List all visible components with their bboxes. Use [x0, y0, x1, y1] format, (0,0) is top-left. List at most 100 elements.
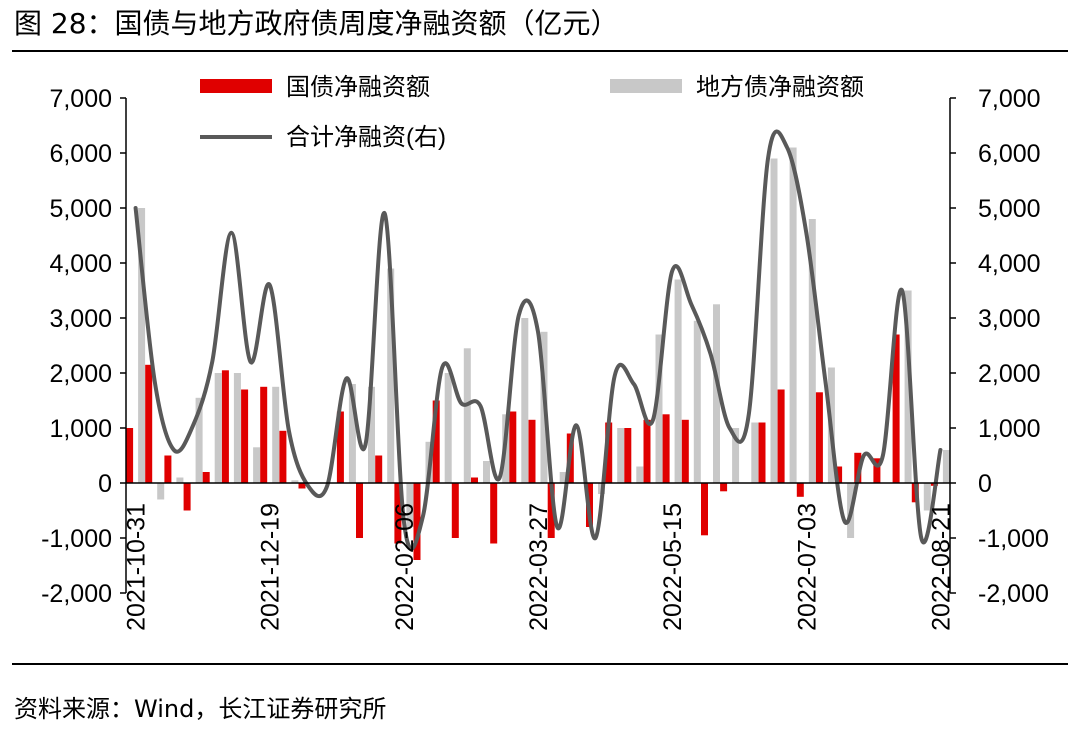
- y-tick-label-left: 3,000: [49, 305, 112, 333]
- x-tick-label: 2022-05-15: [659, 503, 687, 631]
- y-tick-label-left: 4,000: [49, 250, 112, 278]
- bar-gov: [873, 458, 881, 484]
- bar-gov: [815, 392, 823, 484]
- bar-local: [176, 477, 184, 483]
- bar-gov: [643, 419, 651, 484]
- bar-local: [770, 158, 778, 483]
- y-tick-label-right: 0: [978, 470, 992, 498]
- bar-local: [559, 472, 567, 483]
- bar-local: [732, 428, 740, 483]
- bar-gov: [892, 334, 900, 483]
- series-line-total: [133, 129, 943, 551]
- y-tick-label-left: 2,000: [49, 360, 112, 388]
- bar-gov: [835, 466, 843, 483]
- y-tick-label-left: 5,000: [49, 195, 112, 223]
- bar-gov: [662, 414, 670, 484]
- x-tick-label: 2022-03-27: [525, 503, 553, 631]
- bar-gov: [528, 419, 536, 484]
- title-divider: [12, 50, 1068, 52]
- bar-local: [463, 348, 471, 484]
- bar-gov: [451, 483, 459, 538]
- x-tick-label: 2021-12-19: [257, 503, 285, 631]
- bar-gov: [509, 411, 517, 483]
- y-tick-label-right: 2,000: [978, 360, 1041, 388]
- bar-gov: [260, 386, 268, 484]
- bar-local: [368, 386, 375, 484]
- bar-local: [195, 397, 203, 484]
- bar-local: [253, 447, 261, 484]
- bar-local: [406, 483, 414, 527]
- x-tick-label: 2022-07-03: [793, 503, 821, 631]
- bar-local: [272, 386, 280, 484]
- bar-gov: [758, 422, 766, 483]
- legend-swatch-local: [610, 79, 682, 93]
- source-divider: [12, 663, 1068, 665]
- bar-local: [751, 422, 759, 483]
- bar-local: [521, 318, 529, 483]
- bar-local: [789, 147, 797, 483]
- bar-gov: [394, 483, 402, 544]
- x-tick-label: 2022-08-21: [927, 503, 955, 631]
- bar-gov: [145, 364, 153, 484]
- bar-local: [904, 290, 912, 483]
- bar-local: [617, 428, 625, 483]
- x-tick-label: 2022-02-06: [391, 503, 419, 631]
- bar-local: [233, 373, 241, 483]
- bar-local: [291, 480, 299, 484]
- bar-gov: [432, 400, 440, 483]
- bar-gov: [701, 483, 708, 536]
- bar-gov: [221, 370, 229, 484]
- bar-gov: [126, 428, 134, 483]
- legend-label-total: 合计净融资(右): [286, 124, 446, 151]
- y-tick-label-left: 6,000: [49, 140, 112, 168]
- legend-label-local: 地方债净融资额: [696, 74, 864, 101]
- bar-local: [444, 373, 452, 483]
- bar-gov: [777, 389, 785, 483]
- figure-title: 图 28：国债与地方政府债周度净融资额（亿元）: [14, 7, 619, 40]
- y-tick-label-right: 3,000: [978, 305, 1041, 333]
- bar-gov: [279, 430, 287, 484]
- y-tick-label-left: 1,000: [49, 415, 112, 443]
- bar-local: [713, 304, 720, 484]
- bar-local: [674, 279, 682, 483]
- y-tick-label-right: 6,000: [978, 140, 1041, 168]
- bar-local: [636, 466, 644, 483]
- bar-gov: [183, 483, 191, 511]
- bar-local: [157, 483, 165, 500]
- bar-gov: [336, 411, 344, 483]
- bar-gov: [720, 483, 728, 492]
- legend-label-gov: 国债净融资额: [286, 74, 430, 101]
- bar-local: [348, 384, 356, 483]
- bar-local: [923, 483, 931, 511]
- bar-gov: [471, 477, 478, 483]
- bar-gov: [681, 419, 689, 484]
- bar-gov: [605, 422, 613, 483]
- y-tick-label-right: 4,000: [978, 250, 1041, 278]
- bar-gov: [490, 483, 498, 544]
- bar-gov: [624, 428, 632, 483]
- y-tick-label-right: 7,000: [978, 85, 1041, 113]
- bar-local: [387, 268, 395, 483]
- chart-legend: 国债净融资额 地方债净融资额 合计净融资(右): [200, 74, 864, 151]
- y-tick-label-left: 7,000: [49, 85, 112, 113]
- y-tick-label-right: -1,000: [978, 525, 1049, 553]
- bar-gov: [202, 472, 210, 483]
- source-note: 资料来源：Wind，长江证券研究所: [14, 695, 387, 723]
- bar-local: [942, 450, 950, 483]
- bar-gov: [375, 455, 383, 483]
- bar-gov: [164, 455, 172, 483]
- bar-local: [693, 320, 701, 484]
- bar-local: [214, 373, 222, 483]
- y-tick-label-left: -2,000: [41, 580, 112, 608]
- y-tick-label-right: -2,000: [978, 580, 1049, 608]
- bar-gov: [356, 483, 363, 538]
- x-tick-label: 2021-10-31: [123, 503, 151, 631]
- y-tick-label-right: 5,000: [978, 195, 1041, 223]
- bar-gov: [547, 483, 555, 538]
- bar-gov: [298, 483, 306, 489]
- bar-gov: [413, 483, 421, 560]
- bar-local: [483, 461, 490, 483]
- bar-gov: [241, 389, 249, 483]
- y-tick-label-left: -1,000: [41, 525, 112, 553]
- legend-swatch-gov: [200, 79, 272, 93]
